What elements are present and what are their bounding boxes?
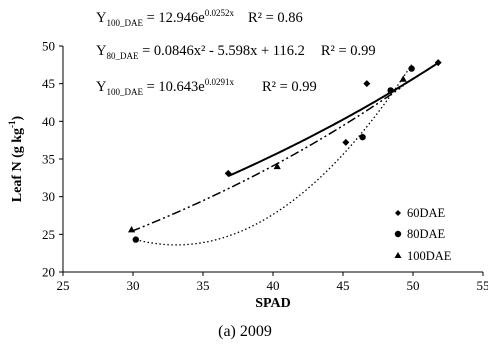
legend: 60DAE 80DAE 100DAE: [394, 206, 452, 263]
data-point-80dae: [408, 65, 415, 72]
data-point-60dae: [342, 138, 350, 146]
y-axis-title: Leaf N (g kg-1): [7, 115, 25, 202]
y-tick-label: 40: [42, 114, 55, 129]
data-point-60dae: [224, 169, 232, 177]
x-tick-label: 25: [57, 278, 70, 293]
equation-80dae: Y80_DAE = 0.0846x² - 5.598x + 116.2 R² = …: [96, 43, 376, 61]
x-tick-label: 55: [477, 278, 488, 293]
x-tick-label: 50: [407, 278, 420, 293]
y-tick-label: 35: [42, 152, 55, 167]
trendline-80dae: [135, 64, 413, 246]
trendline-60dae: [227, 62, 439, 178]
legend-marker-60dae: [395, 210, 401, 216]
data-point-60dae: [363, 80, 371, 88]
y-tick-label: 25: [42, 227, 55, 242]
x-tick-label: 35: [197, 278, 210, 293]
trendline-100dae: [131, 85, 404, 232]
x-tick-label: 30: [127, 278, 140, 293]
data-point-80dae: [359, 133, 366, 141]
legend-label-100dae: 100DAE: [407, 249, 452, 263]
y-tick-label: 50: [42, 39, 55, 54]
y-tick-label: 45: [42, 76, 55, 91]
data-point-100dae: [128, 226, 136, 233]
y-tick-label: 20: [42, 265, 55, 280]
equation-60dae: Y100_DAE = 12.946e0.0252x R² = 0.86: [96, 8, 303, 28]
data-point-80dae: [387, 87, 394, 94]
x-tick-label: 40: [267, 278, 280, 293]
legend-label-80dae: 80DAE: [407, 227, 446, 241]
legend-marker-100dae: [394, 252, 402, 258]
legend-marker-80dae: [394, 230, 402, 238]
legend-label-60dae: 60DAE: [407, 206, 446, 220]
x-axis-title: SPAD: [255, 296, 291, 311]
data-point-100dae: [273, 162, 281, 170]
data-point-80dae: [132, 236, 139, 243]
equation-100dae: Y100_DAE = 10.643e0.0291x R² = 0.99: [96, 77, 317, 97]
figure-caption: (a) 2009: [218, 323, 272, 340]
x-tick-label: 45: [337, 278, 350, 293]
data-point-60dae: [434, 59, 442, 67]
data-point-100dae: [399, 75, 407, 82]
y-tick-label: 30: [42, 189, 55, 204]
